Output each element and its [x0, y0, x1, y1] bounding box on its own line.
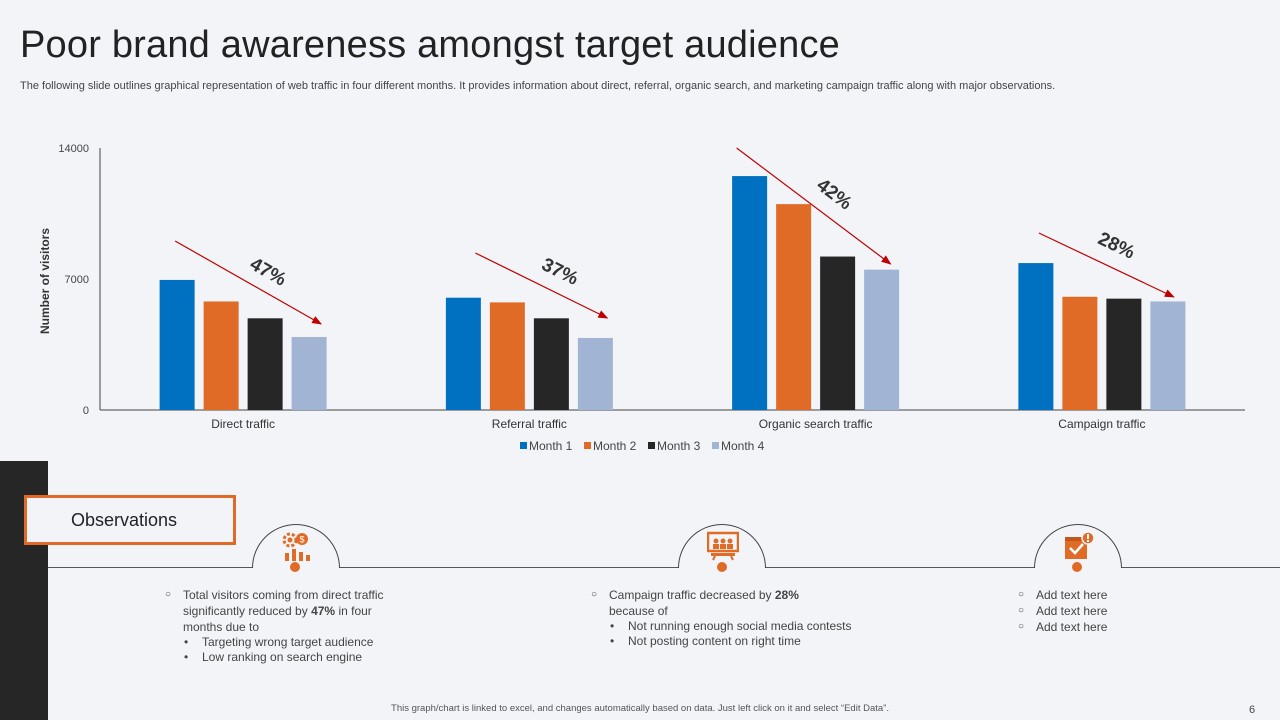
bar [820, 256, 856, 410]
settings-money-icon: $ [282, 532, 310, 561]
bar [203, 301, 239, 410]
x-tick-label: Referral traffic [492, 417, 567, 431]
bar [864, 269, 900, 410]
bar [247, 318, 283, 410]
observation-bullet: Not running enough social media contests [591, 619, 911, 634]
legend-entry: Month 2 [593, 439, 637, 453]
legend-swatch [712, 442, 719, 449]
legend-swatch [584, 442, 591, 449]
legend-swatch [648, 442, 655, 449]
legend-swatch [520, 442, 527, 449]
y-axis-label: Number of visitors [38, 228, 52, 334]
bar [732, 176, 768, 410]
x-tick-label: Direct traffic [211, 417, 275, 431]
bar [1062, 296, 1098, 410]
timeline-dot-1 [290, 562, 300, 572]
observations-heading-box: Observations [24, 495, 236, 545]
x-tick-label: Campaign traffic [1058, 417, 1145, 431]
bar [489, 302, 525, 410]
legend-entry: Month 1 [529, 439, 573, 453]
bar [776, 204, 812, 410]
trend-arrow [736, 147, 892, 265]
bar [1106, 298, 1142, 410]
bar [445, 297, 481, 410]
legend-entry: Month 4 [721, 439, 765, 453]
percentage-label: 42% [812, 175, 855, 215]
trend-arrow [174, 240, 322, 325]
y-tick-label: 14000 [58, 143, 89, 155]
icon-holder-2 [678, 524, 766, 568]
bar [1018, 263, 1054, 410]
observation-bullet: Not posting content on right time [591, 634, 911, 649]
bar [533, 318, 569, 410]
bar [159, 279, 195, 410]
legend-entry: Month 3 [657, 439, 701, 453]
trend-arrow [475, 252, 609, 319]
timeline-dot-2 [717, 562, 727, 572]
observation-placeholder: Add text here Add text here Add text her… [1018, 587, 1218, 635]
timeline-divider [48, 567, 1280, 568]
checklist-alert-icon [1065, 531, 1095, 559]
y-tick-label: 7000 [65, 274, 89, 286]
placeholder-item: Add text here [1018, 587, 1218, 603]
placeholder-item: Add text here [1018, 603, 1218, 619]
placeholder-item: Add text here [1018, 619, 1218, 635]
observation-campaign-traffic: Campaign traffic decreased by 28% becaus… [591, 587, 911, 649]
percentage-label: 37% [538, 254, 581, 290]
bar [577, 337, 613, 410]
presentation-board-icon [707, 531, 739, 561]
svg-text:$: $ [299, 535, 304, 545]
bar-chart: 0 7000 14000 Number of visitors Direct traff… [38, 143, 1245, 453]
trend-arrow [1038, 232, 1175, 298]
slide-title: Poor brand awareness amongst target audi… [20, 24, 840, 66]
observation-bullet: Targeting wrong target audience [165, 635, 465, 650]
observation-direct-traffic: Total visitors coming from direct traffi… [165, 587, 465, 665]
bar [291, 337, 327, 410]
page-number: 6 [1249, 704, 1256, 716]
observation-bullet: Low ranking on search engine [165, 650, 465, 665]
observations-heading: Observations [71, 510, 178, 530]
x-tick-label: Organic search traffic [759, 417, 873, 431]
footer-note: This graph/chart is linked to excel, and… [391, 703, 889, 714]
timeline-dot-3 [1072, 562, 1082, 572]
bar [1150, 301, 1186, 410]
percentage-label: 28% [1095, 228, 1138, 263]
y-tick-label: 0 [83, 405, 89, 417]
slide-subtitle: The following slide outlines graphical r… [20, 80, 1056, 92]
